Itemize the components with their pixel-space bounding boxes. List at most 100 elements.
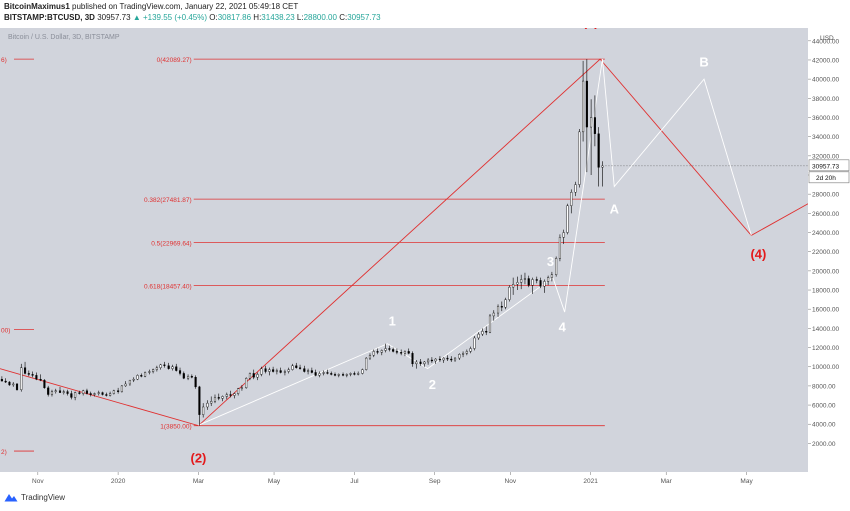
x-tick-label-3: May bbox=[268, 478, 281, 485]
candle-body-72 bbox=[279, 370, 282, 373]
chart-canvas[interactable]: 0(42089.27) 0.382(27481.87) 0.5(22969.64) 0… bbox=[0, 28, 808, 472]
candle-body-37 bbox=[144, 372, 147, 377]
y-tick-label-8: 18000.00 bbox=[812, 288, 839, 295]
candle-body-32 bbox=[124, 383, 127, 387]
chart-watermark: Bitcoin / U.S. Dollar, 3D, BITSTAMP bbox=[8, 34, 120, 41]
candle-body-71 bbox=[275, 370, 278, 372]
candle-body-126 bbox=[488, 315, 492, 333]
candle-body-30 bbox=[117, 390, 120, 392]
candle-body-12 bbox=[47, 387, 50, 395]
candle-body-34 bbox=[132, 378, 135, 381]
candle-body-27 bbox=[105, 394, 108, 396]
candle-body-66 bbox=[256, 374, 259, 378]
publisher-name[interactable]: BitcoinMaximus1 bbox=[4, 2, 70, 11]
candle-body-16 bbox=[62, 391, 65, 393]
time-axis[interactable]: Nov 2020 Mar May Jul Sep Nov 2021 Mar May bbox=[0, 472, 808, 488]
candle-body-122 bbox=[473, 337, 476, 349]
candle-body-116 bbox=[450, 358, 453, 361]
price-axis-canvas[interactable]: USD 2000.00 4000.00 6000.00 8000.00 10000.00 1… bbox=[808, 28, 850, 472]
candle-body-91 bbox=[353, 373, 356, 375]
candle-body-112 bbox=[434, 358, 437, 362]
candle-body-51 bbox=[198, 386, 201, 415]
candle-body-21 bbox=[82, 390, 85, 394]
candle-body-129 bbox=[500, 306, 503, 308]
candle-body-94 bbox=[365, 357, 368, 370]
candle-body-74 bbox=[287, 369, 290, 372]
candle-body-107 bbox=[415, 361, 418, 365]
candle-body-46 bbox=[178, 370, 182, 374]
candle-body-76 bbox=[295, 365, 298, 368]
candle-body-15 bbox=[58, 390, 62, 393]
candle-body-55 bbox=[213, 397, 217, 402]
candle-body-111 bbox=[430, 359, 433, 362]
y-tick-label-18: 38000.00 bbox=[812, 96, 839, 103]
candle-body-57 bbox=[221, 396, 224, 399]
countdown-badge bbox=[808, 171, 850, 184]
candle-body-4 bbox=[15, 383, 19, 390]
candle-body-22 bbox=[85, 390, 88, 394]
candle-body-48 bbox=[187, 376, 190, 379]
candle-body-40 bbox=[155, 367, 158, 370]
price-axis[interactable]: USD 2000.00 4000.00 6000.00 8000.00 10000.00 1… bbox=[808, 28, 850, 472]
wave-label-4: 2 bbox=[429, 377, 436, 392]
candle-body-69 bbox=[268, 369, 271, 372]
candle-body-133 bbox=[516, 282, 519, 285]
y-tick-label-9: 20000.00 bbox=[812, 268, 839, 275]
candle-body-124 bbox=[481, 331, 484, 335]
candle-body-101 bbox=[392, 349, 395, 352]
time-axis-canvas[interactable]: Nov 2020 Mar May Jul Sep Nov 2021 Mar May bbox=[0, 472, 808, 488]
candle-body-77 bbox=[298, 367, 302, 369]
y-tick-label-10: 22000.00 bbox=[812, 249, 839, 256]
y-tick-label-16: 34000.00 bbox=[812, 134, 839, 141]
chart-plot-area[interactable]: 0(42089.27) 0.382(27481.87) 0.5(22969.64) 0… bbox=[0, 28, 808, 472]
candle-body-0 bbox=[0, 378, 3, 382]
candle-body-80 bbox=[310, 370, 313, 373]
price-change: ▲ +139.55 (+0.45%) bbox=[132, 13, 207, 22]
candle-body-100 bbox=[388, 348, 391, 350]
publish-info: published on TradingView.com, January 22… bbox=[72, 2, 299, 11]
candle-body-119 bbox=[462, 353, 465, 355]
candle-body-96 bbox=[372, 351, 375, 356]
candle-body-114 bbox=[442, 357, 445, 361]
candle-body-105 bbox=[407, 351, 410, 354]
x-tick-label-1: 2020 bbox=[111, 478, 126, 485]
candle-body-11 bbox=[43, 379, 46, 389]
candle-body-31 bbox=[120, 385, 123, 392]
candle-body-61 bbox=[237, 388, 240, 394]
ohlc-close: C:30957.73 bbox=[339, 13, 381, 22]
candle-body-13 bbox=[50, 391, 54, 395]
tradingview-footer[interactable]: TradingView bbox=[4, 493, 65, 502]
y-tick-label-21: 44000.00 bbox=[812, 38, 839, 45]
candle-body-9 bbox=[35, 375, 38, 380]
white-wave-line bbox=[198, 59, 752, 426]
candle-body-118 bbox=[458, 354, 461, 359]
candle-body-106 bbox=[411, 353, 414, 365]
ohlc-open: O:30817.86 bbox=[209, 13, 252, 22]
candle-body-120 bbox=[465, 351, 468, 354]
candle-body-20 bbox=[78, 392, 81, 394]
candle-body-125 bbox=[485, 331, 488, 333]
y-tick-label-1: 4000.00 bbox=[812, 422, 836, 429]
candle-body-153 bbox=[593, 117, 596, 134]
candle-body-6 bbox=[23, 367, 27, 374]
x-tick-label-8: Mar bbox=[661, 478, 673, 485]
candle-body-26 bbox=[101, 392, 104, 395]
candle-body-154 bbox=[597, 133, 600, 168]
candle-body-50 bbox=[194, 377, 197, 388]
x-tick-label-2: Mar bbox=[193, 478, 205, 485]
candle-body-41 bbox=[159, 364, 162, 368]
candle-body-19 bbox=[74, 392, 77, 398]
candle-body-2 bbox=[8, 381, 11, 386]
red-wave-line bbox=[0, 58, 808, 427]
wave-label-1: (3) bbox=[583, 28, 599, 29]
candle-body-18 bbox=[70, 393, 73, 398]
candle-body-58 bbox=[225, 394, 228, 397]
candle-body-143 bbox=[555, 258, 558, 275]
x-tick-label-0: Nov bbox=[32, 478, 44, 485]
countdown-text: 2d 20h bbox=[816, 175, 836, 182]
candle-body-148 bbox=[574, 184, 577, 193]
candle-body-5 bbox=[20, 367, 23, 390]
candle-body-89 bbox=[345, 374, 348, 376]
candle-body-102 bbox=[395, 351, 398, 353]
candle-body-60 bbox=[233, 393, 236, 396]
